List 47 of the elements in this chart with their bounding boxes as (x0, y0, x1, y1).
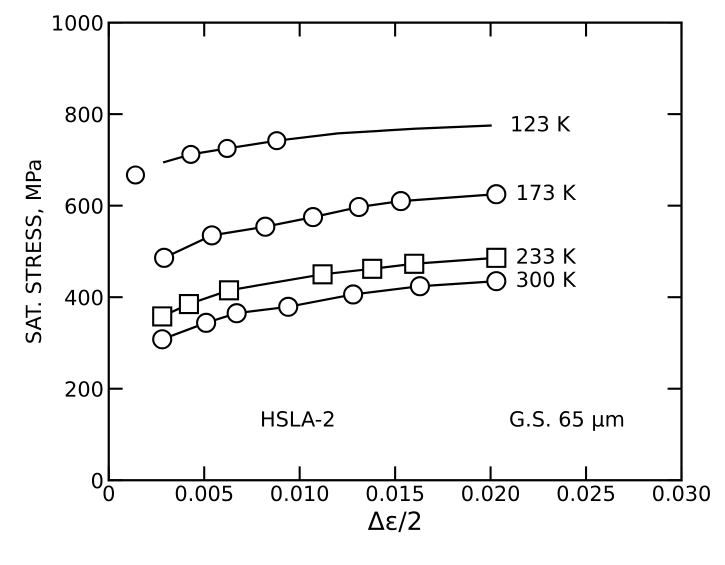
point (410, 276, 430, 296)
x-tick-label: 0.005 (176, 485, 232, 502)
annotation: G.S. 65 μm (510, 411, 624, 431)
x-tick-label: 0.015 (366, 485, 424, 502)
series-label: 233 K (517, 248, 576, 264)
point (196, 312, 216, 333)
series-label: 300 K (517, 271, 576, 288)
x-tick-label: 0.025 (558, 485, 614, 502)
point (486, 271, 506, 292)
point (178, 294, 200, 314)
point (218, 138, 237, 158)
point (486, 248, 506, 268)
point (267, 131, 286, 150)
point (343, 284, 364, 305)
point (152, 306, 172, 326)
point (362, 258, 382, 279)
point (404, 254, 424, 274)
y-tick-label: 800 (66, 106, 103, 122)
point (202, 225, 222, 246)
point (278, 296, 298, 317)
y-tick-label: 1000 (53, 15, 103, 31)
point (181, 144, 200, 164)
annotation: HSLA-2 (262, 411, 334, 427)
x-tick-label: 0 (103, 485, 114, 502)
y-tick-label: 600 (66, 198, 103, 214)
line-series (163, 124, 492, 164)
point (302, 207, 324, 228)
x-tick-label: 0.010 (271, 485, 328, 502)
point (312, 264, 333, 284)
y-tick-label: 0 (92, 472, 103, 488)
point (126, 165, 146, 185)
series-label: 173 K (518, 184, 576, 200)
point (154, 248, 174, 268)
point (348, 196, 369, 218)
y-tick-label: 200 (66, 381, 103, 397)
y-tick-label: 400 (65, 290, 103, 306)
point (152, 329, 172, 350)
x-tick-label: 0.030 (653, 485, 710, 502)
y-axis-title: SAT. STRESS, MPa (26, 160, 44, 343)
point (255, 216, 276, 237)
x-tick-label: 0.020 (462, 485, 520, 502)
point (486, 184, 506, 204)
point (226, 303, 247, 324)
point (218, 280, 240, 300)
series-label: 123 K (512, 116, 571, 132)
x-axis-title: Δε/2 (368, 511, 420, 532)
point (390, 191, 411, 212)
